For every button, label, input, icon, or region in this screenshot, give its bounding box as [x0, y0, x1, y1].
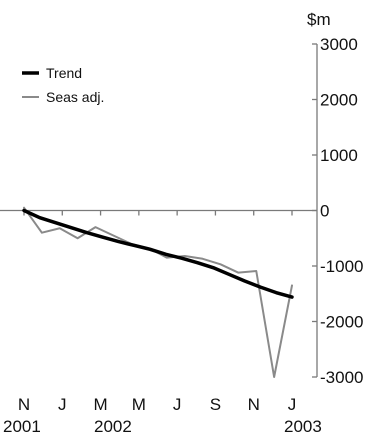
- y-tick-label: -1000: [320, 257, 363, 276]
- x-tick-label: J: [173, 395, 182, 414]
- year-label-2002: 2002: [94, 417, 132, 436]
- x-tick-label: J: [288, 395, 297, 414]
- y-tick-label: -2000: [320, 313, 363, 332]
- y-ticks: 3000 2000 1000 0 -1000 -2000 -3000: [0, 35, 363, 387]
- y-tick-label: 3000: [320, 35, 358, 54]
- series-line-seas-adj: [23, 206, 293, 378]
- series-line-trend: [22, 208, 294, 299]
- x-tick-label: S: [210, 395, 221, 414]
- x-tick-label: J: [58, 395, 67, 414]
- y-tick-label: -3000: [320, 368, 363, 387]
- x-tick-label: M: [132, 395, 146, 414]
- x-tick-label: N: [248, 395, 260, 414]
- y-tick-label: 1000: [320, 146, 358, 165]
- legend-label-seas-adj: Seas adj.: [46, 89, 104, 105]
- x-tick-label: N: [18, 395, 30, 414]
- y-unit-label: $m: [307, 10, 331, 29]
- x-tick-label: M: [93, 395, 107, 414]
- y-tick-label: 2000: [320, 91, 358, 110]
- legend-label-trend: Trend: [46, 65, 82, 81]
- series-layer: [22, 206, 294, 378]
- legend: Trend Seas adj.: [22, 65, 104, 105]
- year-label-2001: 2001: [3, 417, 41, 436]
- y-tick-label: 0: [320, 202, 329, 221]
- year-label-2003: 2003: [284, 417, 322, 436]
